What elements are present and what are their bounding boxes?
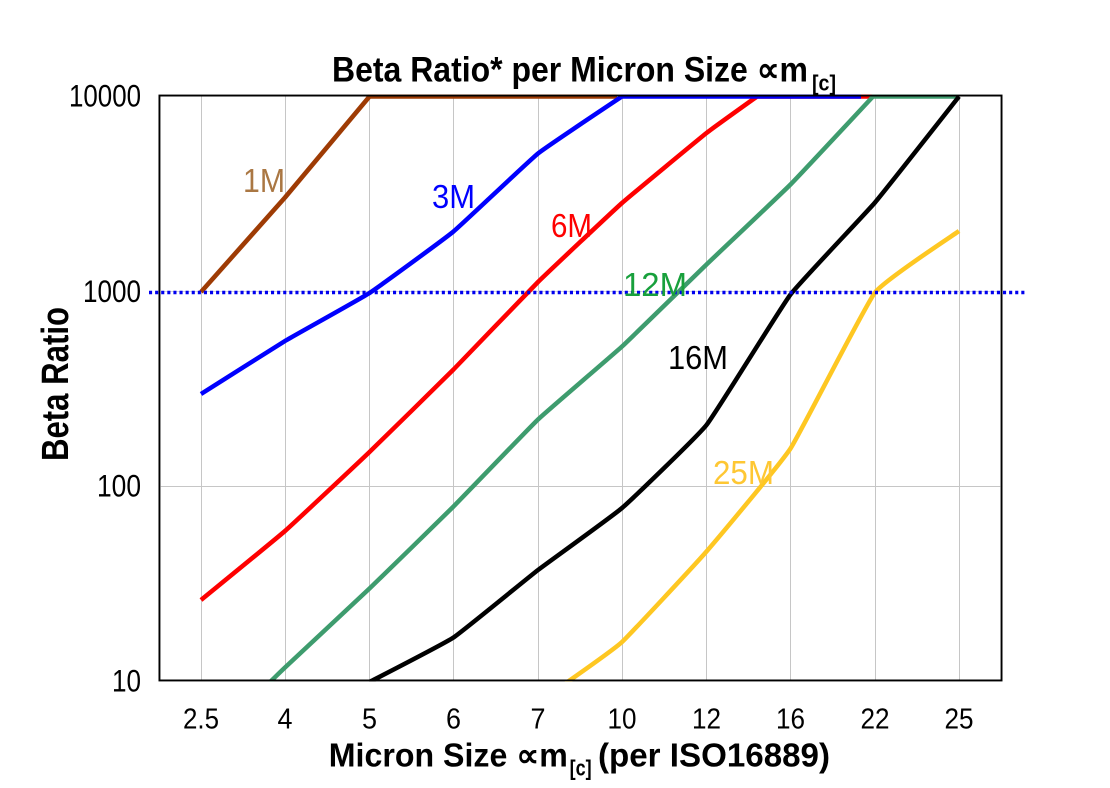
svg-text:5: 5: [362, 704, 377, 736]
svg-text:100: 100: [97, 468, 141, 504]
svg-text:6M: 6M: [551, 207, 592, 244]
svg-text:10: 10: [608, 704, 637, 736]
svg-text:7: 7: [531, 704, 546, 736]
svg-text:25M: 25M: [713, 454, 774, 491]
svg-text:1M: 1M: [243, 162, 285, 199]
svg-text:12M: 12M: [623, 266, 687, 303]
svg-text:Micron Size ∝m: Micron Size ∝m: [329, 737, 568, 774]
svg-text:16: 16: [776, 704, 805, 736]
svg-text:4: 4: [278, 704, 293, 736]
svg-text:3M: 3M: [432, 178, 475, 215]
svg-text:(per ISO16889): (per ISO16889): [598, 737, 830, 774]
svg-text:Beta Ratio* per Micron Size ∝m: Beta Ratio* per Micron Size ∝m: [332, 51, 808, 90]
svg-text:10000: 10000: [69, 78, 141, 114]
svg-text:16M: 16M: [668, 339, 728, 376]
svg-text:1000: 1000: [83, 273, 141, 309]
svg-text:Beta Ratio: Beta Ratio: [35, 307, 77, 461]
svg-text:[c]: [c]: [812, 71, 836, 96]
svg-text:[c]: [c]: [570, 756, 592, 781]
svg-text:10: 10: [112, 663, 141, 699]
svg-text:12: 12: [692, 704, 721, 736]
svg-text:2.5: 2.5: [183, 704, 219, 736]
svg-text:22: 22: [861, 704, 890, 736]
svg-text:25: 25: [945, 704, 974, 736]
svg-text:6: 6: [446, 704, 461, 736]
